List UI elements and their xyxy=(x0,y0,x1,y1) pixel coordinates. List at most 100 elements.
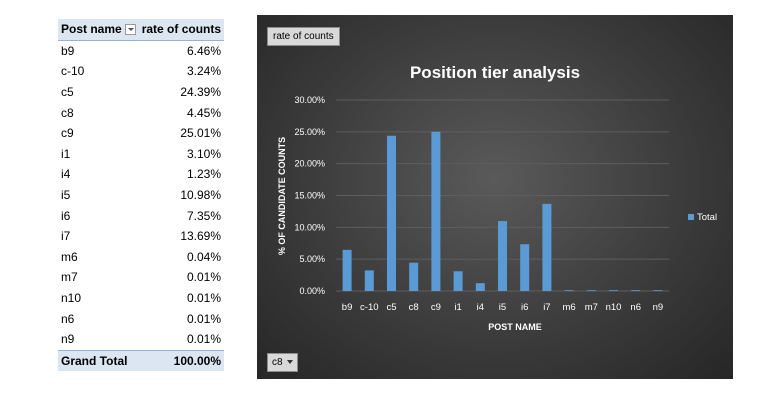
table-row: c-10 3.24% xyxy=(58,61,224,82)
x-axis-title: POST NAME xyxy=(488,322,542,332)
bar xyxy=(542,203,552,291)
y-tick-label: 10.00% xyxy=(294,222,325,232)
y-tick-label: 5.00% xyxy=(299,254,325,264)
row-post-name: i4 xyxy=(61,167,71,182)
row-rate-value: 3.10% xyxy=(187,146,222,161)
y-tick-label: 15.00% xyxy=(294,191,325,201)
pivot-header-post-name-label: Post name xyxy=(61,22,122,37)
row-post-name: c9 xyxy=(61,126,74,141)
table-row: b9 6.46% xyxy=(58,40,224,61)
row-post-name: i5 xyxy=(61,188,71,203)
row-post-name: i6 xyxy=(61,208,71,223)
table-row: m7 0.01% xyxy=(58,267,224,288)
x-tick-label: i4 xyxy=(477,302,484,313)
table-row: c5 24.39% xyxy=(58,82,224,103)
row-post-name: c8 xyxy=(61,105,74,120)
chart-canvas: Position tier analysis 0.00% 5.00% 10.00% 15… xyxy=(277,63,717,332)
y-axis-title: % OF CANDIDATE COUNTS xyxy=(277,137,287,255)
bar xyxy=(609,290,618,291)
row-post-name: i1 xyxy=(61,146,71,161)
table-row: i4 1.23% xyxy=(58,164,224,185)
row-rate-value: 1.23% xyxy=(187,167,222,182)
pivot-header-post-name[interactable]: Post name xyxy=(58,19,139,41)
row-rate-value: 13.69% xyxy=(180,229,222,244)
table-row: c8 4.45% xyxy=(58,102,224,123)
row-post-name: m6 xyxy=(61,249,78,264)
pivot-header-rate: rate of counts xyxy=(138,19,225,41)
table-row: n10 0.01% xyxy=(58,288,224,309)
chart-title: Position tier analysis xyxy=(410,63,580,82)
row-rate-value: 0.04% xyxy=(187,249,222,264)
x-tick-label: i1 xyxy=(454,302,461,313)
row-post-name: n6 xyxy=(61,311,75,326)
chevron-down-icon xyxy=(286,360,293,365)
legend-swatch xyxy=(688,214,694,220)
bar xyxy=(498,221,507,291)
x-tick-label: m7 xyxy=(585,302,598,313)
filter-dropdown-icon[interactable] xyxy=(124,23,136,35)
pivot-header-row: Post name rate of counts xyxy=(58,19,225,41)
legend-label: Total xyxy=(697,212,717,223)
bar xyxy=(453,271,463,291)
y-tick-label: 25.00% xyxy=(294,127,325,137)
table-row: c9 25.01% xyxy=(58,123,224,144)
row-post-name: c-10 xyxy=(61,64,85,79)
y-tick-label: 0.00% xyxy=(299,286,325,296)
pivot-body: b9 6.46% c-10 3.24% c5 24.39% c8 4.45% c9 25.01% i… xyxy=(58,40,224,350)
pivot-table: Post name rate of counts b9 6.46% c-10 3.24… xyxy=(58,19,225,372)
y-tick-label: 20.00% xyxy=(294,159,325,169)
row-post-name: c5 xyxy=(61,85,74,100)
row-post-name: i7 xyxy=(61,229,71,244)
row-post-name: m7 xyxy=(61,270,78,285)
axis-field-button-label: c8 xyxy=(272,357,283,368)
bar xyxy=(586,290,596,291)
x-tick-label: c5 xyxy=(386,302,396,313)
row-rate-value: 10.98% xyxy=(180,188,222,203)
row-rate-value: 3.24% xyxy=(187,64,222,79)
x-tick-label: i5 xyxy=(499,302,506,313)
pivot-total-row: Grand Total 100.00% xyxy=(58,349,225,372)
row-post-name: n9 xyxy=(61,332,75,347)
bar xyxy=(342,249,352,291)
bar xyxy=(431,131,441,291)
x-tick-label: i7 xyxy=(543,302,550,313)
row-rate-value: 7.35% xyxy=(187,208,222,223)
row-rate-value: 0.01% xyxy=(187,291,222,306)
row-rate-value: 25.01% xyxy=(180,126,222,141)
table-row: i1 3.10% xyxy=(58,144,224,165)
x-tick-label: n6 xyxy=(630,302,641,313)
values-field-button[interactable]: rate of counts xyxy=(267,27,340,46)
x-tick-label: i6 xyxy=(521,302,528,313)
x-tick-label: c8 xyxy=(409,302,419,313)
bar xyxy=(475,283,485,291)
table-row: n6 0.01% xyxy=(58,308,224,329)
row-post-name: b9 xyxy=(61,43,75,58)
bar xyxy=(520,244,530,291)
x-tick-label: n10 xyxy=(606,302,622,313)
bar xyxy=(387,135,396,291)
bar xyxy=(409,262,419,291)
x-tick-label: n9 xyxy=(653,302,664,313)
table-row: i5 10.98% xyxy=(58,185,224,206)
row-rate-value: 0.01% xyxy=(187,332,222,347)
x-tick-label: m6 xyxy=(562,302,575,313)
bar xyxy=(564,290,574,291)
x-tick-label: b9 xyxy=(342,302,353,313)
axis-field-button[interactable]: c8 xyxy=(267,353,298,372)
grand-total-value: 100.00% xyxy=(138,349,225,372)
row-rate-value: 0.01% xyxy=(187,311,222,326)
table-row: i6 7.35% xyxy=(58,205,224,226)
x-tick-label: c9 xyxy=(431,302,441,313)
bar xyxy=(631,290,641,291)
table-row: n9 0.01% xyxy=(58,329,224,350)
row-rate-value: 6.46% xyxy=(187,43,222,58)
table-row: i7 13.69% xyxy=(58,226,224,247)
y-tick-label: 30.00% xyxy=(294,95,325,105)
bar xyxy=(653,290,663,291)
row-rate-value: 4.45% xyxy=(187,105,222,120)
table-row: m6 0.04% xyxy=(58,247,224,268)
pivot-chart[interactable]: Position tier analysis 0.00% 5.00% 10.00% 15… xyxy=(257,15,733,379)
row-rate-value: 0.01% xyxy=(187,270,222,285)
row-post-name: n10 xyxy=(61,291,82,306)
grand-total-label: Grand Total xyxy=(58,349,139,372)
